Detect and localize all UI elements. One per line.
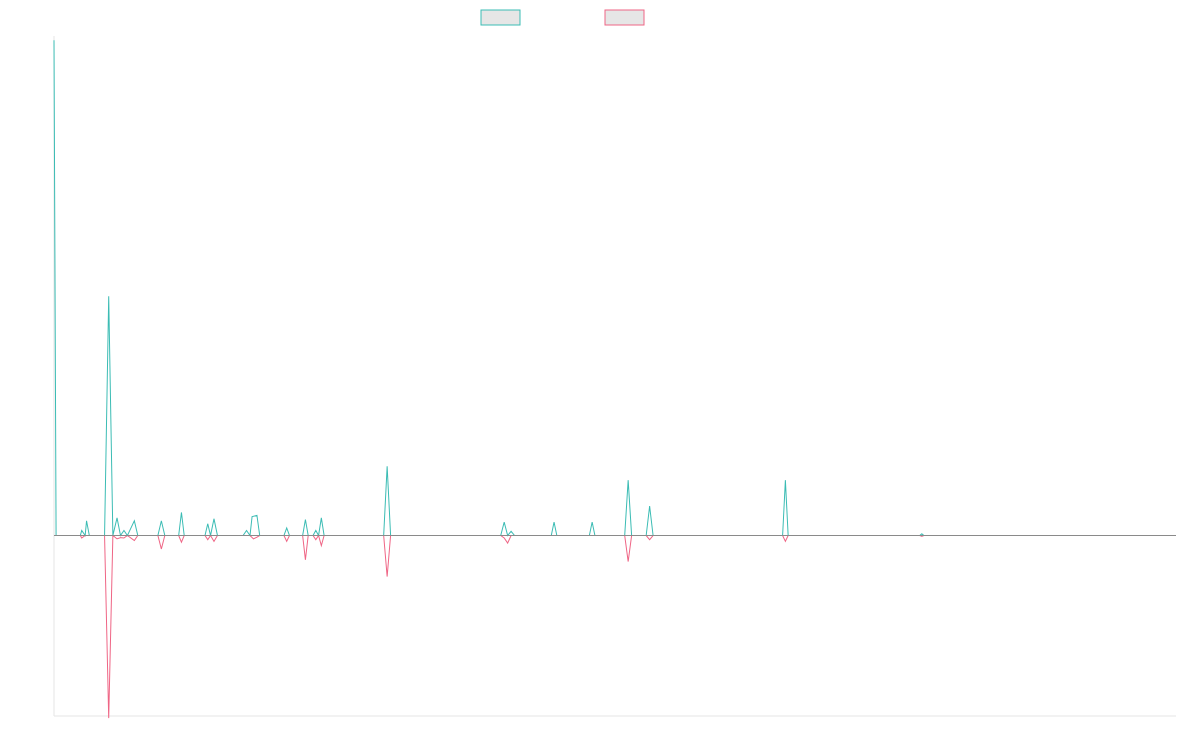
legend-swatch-2 [604, 9, 645, 26]
legend [480, 9, 645, 26]
legend-item-2[interactable] [604, 9, 645, 26]
series-line-2 [54, 534, 1176, 719]
series-line-1 [53, 40, 1176, 538]
legend-item-1[interactable] [480, 9, 521, 26]
legend-swatch-1 [480, 9, 521, 26]
series-layer [53, 40, 1176, 719]
axes [53, 36, 1176, 717]
